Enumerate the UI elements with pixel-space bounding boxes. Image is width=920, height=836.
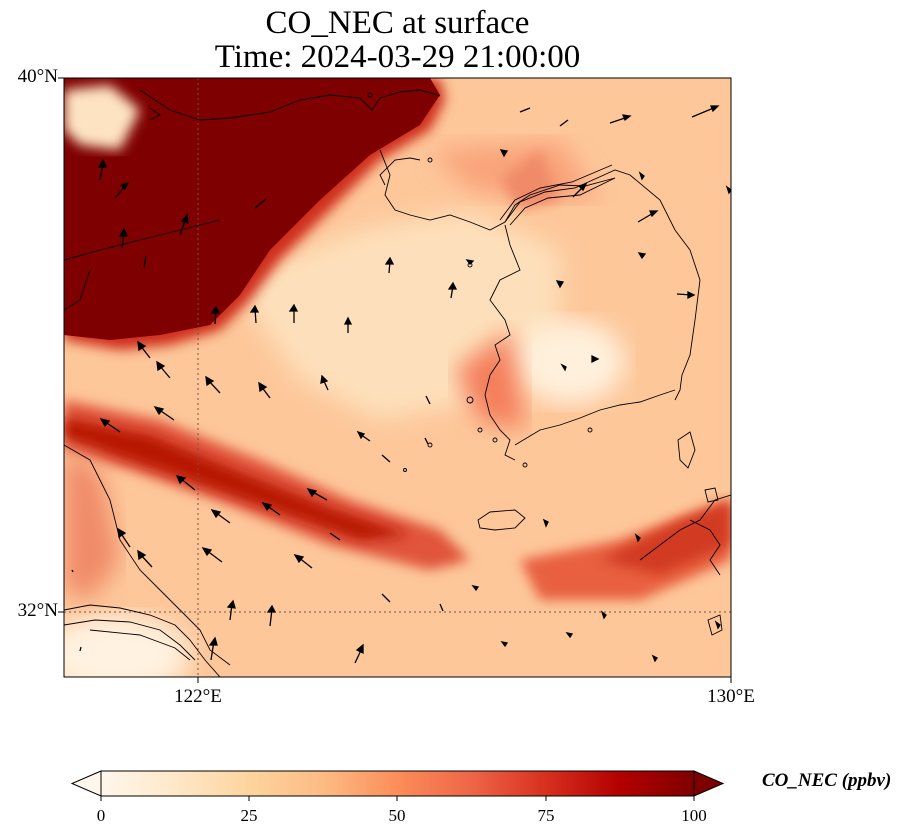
colorbar: [70, 770, 725, 801]
axis-ticks: [58, 77, 732, 683]
colorbar-tick-100: 100: [681, 806, 707, 825]
lat-label-40n: 40°N: [17, 66, 58, 87]
map-title-line1: CO_NEC at surface: [265, 5, 530, 41]
colorbar-label: CO_NEC (ppbv): [762, 770, 892, 791]
concentration-field: [64, 78, 731, 677]
gridlines: [64, 78, 731, 677]
map-frame: [63, 77, 732, 678]
colorbar-tick-50: 50: [388, 806, 406, 825]
colorbar-tick-75: 75: [537, 806, 555, 825]
colorbar-tick-0: 0: [96, 806, 106, 825]
lat-label-32n: 32°N: [17, 600, 58, 621]
map-title-line2: Time: 2024-03-29 21:00:00: [214, 39, 581, 75]
lon-label-130e: 130°E: [707, 686, 755, 707]
colorbar-tick-25: 25: [240, 806, 258, 825]
wind-vectors: [71, 105, 731, 664]
coastlines: [64, 89, 731, 677]
lon-label-122e: 122°E: [174, 686, 222, 707]
